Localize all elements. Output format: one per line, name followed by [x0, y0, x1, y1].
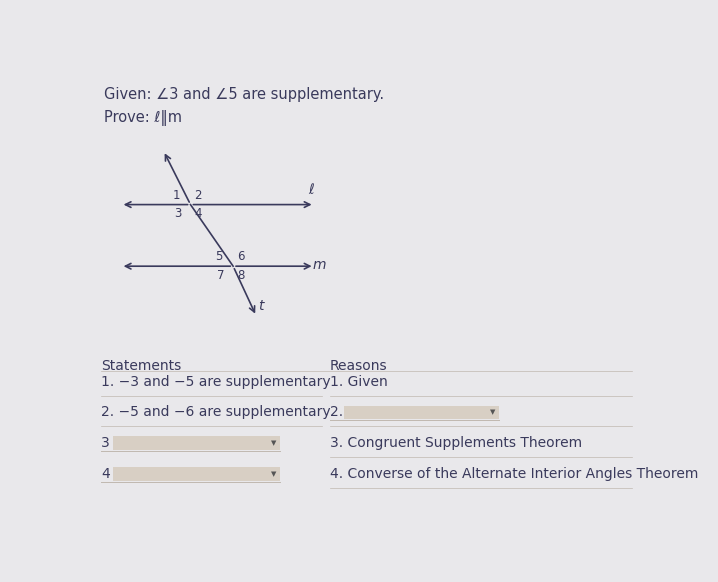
Text: 2.: 2.: [330, 406, 343, 420]
Text: Reasons: Reasons: [330, 359, 388, 372]
Text: 2. −5 and −6 are supplementary: 2. −5 and −6 are supplementary: [101, 406, 331, 420]
Text: ▼: ▼: [490, 410, 495, 416]
Text: ℓ: ℓ: [308, 183, 314, 197]
Text: 3: 3: [101, 436, 110, 450]
Text: ▼: ▼: [271, 441, 276, 446]
Text: 1: 1: [173, 189, 180, 202]
Text: ▼: ▼: [271, 471, 276, 477]
Text: 2: 2: [195, 189, 202, 202]
Text: m: m: [313, 258, 327, 272]
Text: 3: 3: [174, 207, 182, 221]
Text: 3. Congruent Supplements Theorem: 3. Congruent Supplements Theorem: [330, 436, 582, 450]
Text: 4. Converse of the Alternate Interior Angles Theorem: 4. Converse of the Alternate Interior An…: [330, 467, 699, 481]
Text: 8: 8: [237, 269, 245, 282]
Text: 5: 5: [215, 250, 223, 264]
Text: 1. Given: 1. Given: [330, 375, 388, 389]
Text: Given: ∠3 and ∠5 are supplementary.: Given: ∠3 and ∠5 are supplementary.: [103, 87, 384, 102]
Text: 1. −3 and −5 are supplementary: 1. −3 and −5 are supplementary: [101, 375, 331, 389]
Text: 4: 4: [195, 207, 202, 221]
Text: Statements: Statements: [101, 359, 182, 372]
Bar: [344, 406, 499, 420]
Bar: [113, 467, 279, 481]
Text: Prove: ℓ‖m: Prove: ℓ‖m: [103, 110, 182, 126]
Text: 7: 7: [217, 269, 225, 282]
Text: 4: 4: [101, 467, 110, 481]
Text: 6: 6: [237, 250, 245, 264]
Text: t: t: [258, 299, 264, 313]
Bar: [113, 436, 279, 450]
